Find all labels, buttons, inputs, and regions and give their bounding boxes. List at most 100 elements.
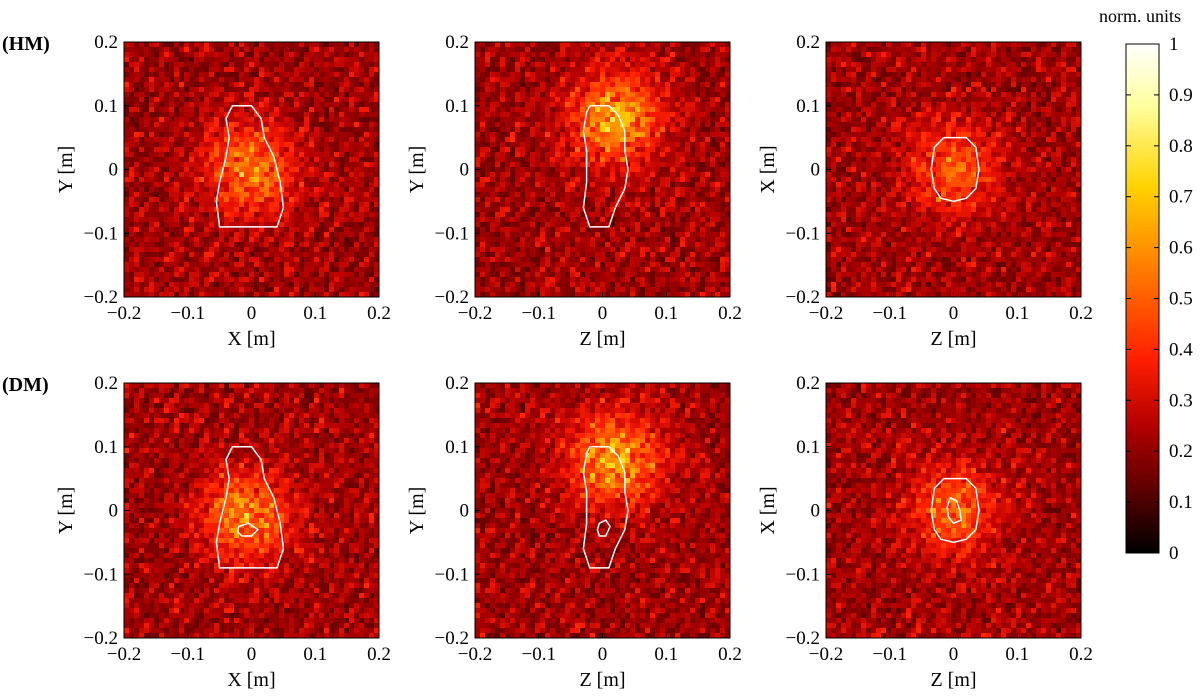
heatmap-cell — [244, 177, 250, 183]
heatmap-cell — [515, 232, 521, 238]
heatmap-cell — [620, 47, 626, 53]
heatmap-cell — [264, 92, 270, 98]
heatmap-cell — [294, 137, 300, 143]
heatmap-cell — [485, 282, 491, 288]
heatmap-cell — [274, 87, 280, 93]
heatmap-cell — [490, 142, 496, 148]
heatmap-cell — [655, 57, 661, 63]
heatmap-cell — [254, 227, 260, 233]
heatmap-cell — [535, 262, 541, 268]
heatmap-cell — [635, 107, 641, 113]
heatmap-cell — [575, 57, 581, 63]
heatmap-cell — [650, 267, 656, 273]
heatmap-cell — [159, 252, 165, 258]
heatmap-cell — [590, 217, 596, 223]
heatmap-cell — [680, 182, 686, 188]
heatmap-cell — [259, 187, 265, 193]
heatmap-cell — [605, 152, 611, 158]
heatmap-cell — [189, 277, 195, 283]
heatmap-cell — [309, 227, 315, 233]
heatmap-cell — [274, 242, 280, 248]
heatmap-cell — [139, 232, 145, 238]
heatmap-cell — [695, 137, 701, 143]
heatmap-cell — [319, 287, 325, 293]
heatmap-cell — [129, 252, 135, 258]
heatmap-cell — [675, 282, 681, 288]
heatmap-cell — [515, 102, 521, 108]
heatmap-cell — [480, 157, 486, 163]
heatmap-cell — [690, 122, 696, 128]
heatmap-cell — [239, 42, 245, 48]
heatmap-cell — [510, 122, 516, 128]
heatmap-cell — [665, 82, 671, 88]
heatmap-cell — [525, 107, 531, 113]
heatmap-cell — [630, 187, 636, 193]
heatmap-cell — [485, 202, 491, 208]
heatmap-cell — [209, 112, 215, 118]
heatmap-cell — [144, 207, 150, 213]
heatmap-cell — [304, 82, 310, 88]
heatmap-cell — [540, 272, 546, 278]
heatmap-cell — [625, 92, 631, 98]
heatmap-cell — [159, 212, 165, 218]
heatmap-cell — [329, 202, 335, 208]
heatmap-cell — [184, 67, 190, 73]
heatmap-cell — [695, 232, 701, 238]
heatmap-cell — [625, 232, 631, 238]
heatmap-cell — [299, 187, 305, 193]
heatmap-cell — [690, 272, 696, 278]
heatmap-cell — [154, 197, 160, 203]
heatmap-cell — [690, 52, 696, 58]
heatmap-cell — [314, 257, 320, 263]
heatmap-cell — [485, 77, 491, 83]
heatmap-cell — [319, 92, 325, 98]
heatmap-cell — [224, 267, 230, 273]
heatmap-cell — [149, 292, 155, 298]
heatmap-cell — [615, 57, 621, 63]
heatmap-cell — [144, 117, 150, 123]
heatmap-cell — [184, 272, 190, 278]
heatmap-cell — [219, 157, 225, 163]
heatmap-cell — [199, 202, 205, 208]
heatmap-cell — [204, 77, 210, 83]
heatmap-cell — [339, 42, 345, 48]
heatmap-cell — [159, 42, 165, 48]
heatmap-cell — [154, 157, 160, 163]
heatmap-cell — [144, 262, 150, 268]
heatmap-cell — [510, 117, 516, 123]
heatmap-cell — [680, 82, 686, 88]
heatmap-cell — [139, 152, 145, 158]
heatmap-cell — [690, 237, 696, 243]
heatmap-cell — [500, 192, 506, 198]
heatmap-cell — [570, 182, 576, 188]
heatmap-cell — [700, 202, 706, 208]
heatmap-cell — [359, 72, 365, 78]
heatmap-cell — [134, 157, 140, 163]
heatmap-cell — [224, 172, 230, 178]
heatmap-cell — [314, 262, 320, 268]
contour-outer — [215, 105, 285, 228]
heatmap-cell — [339, 232, 345, 238]
heatmap-cell — [675, 227, 681, 233]
heatmap-cell — [690, 257, 696, 263]
heatmap-cell — [319, 172, 325, 178]
heatmap-cell — [224, 242, 230, 248]
heatmap-cell — [660, 97, 666, 103]
heatmap-cell — [505, 232, 511, 238]
heatmap-cell — [515, 182, 521, 188]
heatmap-cell — [560, 237, 566, 243]
heatmap-cell — [354, 162, 360, 168]
heatmap-cell — [595, 152, 601, 158]
heatmap-cell — [475, 187, 481, 193]
heatmap-cell — [515, 262, 521, 268]
heatmap-cell — [550, 82, 556, 88]
heatmap-cell — [319, 272, 325, 278]
heatmap-cell — [274, 47, 280, 53]
heatmap-cell — [675, 97, 681, 103]
heatmap-cell — [184, 102, 190, 108]
heatmap-cell — [319, 127, 325, 133]
heatmap-cell — [475, 92, 481, 98]
heatmap-cell — [560, 137, 566, 143]
heatmap-cell — [124, 187, 130, 193]
heatmap-cell — [605, 132, 611, 138]
